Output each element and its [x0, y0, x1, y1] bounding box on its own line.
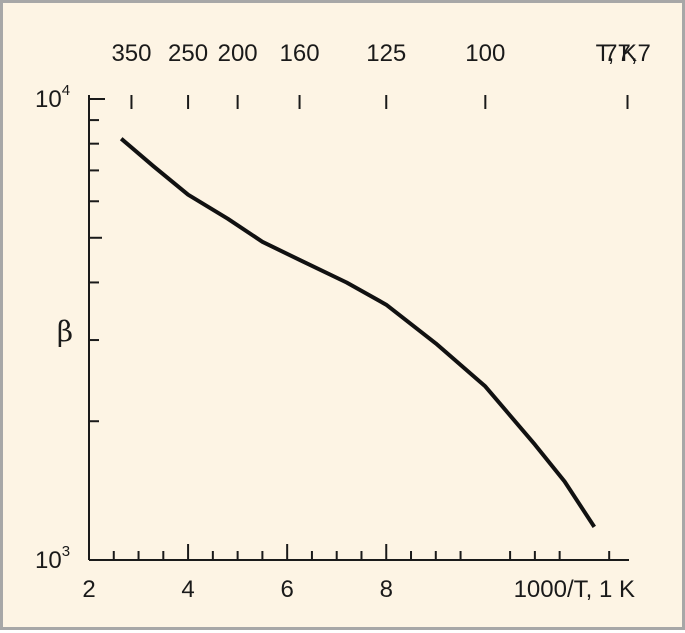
y-tick-label: 104 [35, 82, 70, 113]
top-tick-label: 200 [218, 40, 258, 67]
series [119, 137, 596, 528]
x-tick-label: 4 [181, 576, 194, 603]
ticks [88, 95, 629, 561]
tick-labels: 2 4 6 8 350 250 200 160 125 100 77,7 103 104 [35, 40, 651, 603]
top-tick-label: 250 [168, 40, 208, 67]
top-tick-label: 160 [280, 40, 320, 67]
series-line [119, 137, 596, 528]
top-tick-label: 125 [366, 40, 406, 67]
chart: 2 4 6 8 350 250 200 160 125 100 77,7 103 104 β 1000/… [35, 40, 651, 603]
x-tick-label: 2 [82, 576, 95, 603]
top-tick-label: 350 [111, 40, 151, 67]
top-axis-label: T, K [596, 40, 637, 67]
x-tick-label: 8 [380, 576, 393, 603]
top-tick-label: 100 [465, 40, 505, 67]
x-tick-label: 6 [280, 576, 293, 603]
top-tick-label: 77,7 [604, 40, 651, 67]
y-tick-label: 103 [35, 543, 70, 574]
axes [88, 95, 629, 561]
y-axis-label: β [57, 315, 73, 348]
x-axis-label: 1000/T, 1 K [514, 576, 635, 603]
